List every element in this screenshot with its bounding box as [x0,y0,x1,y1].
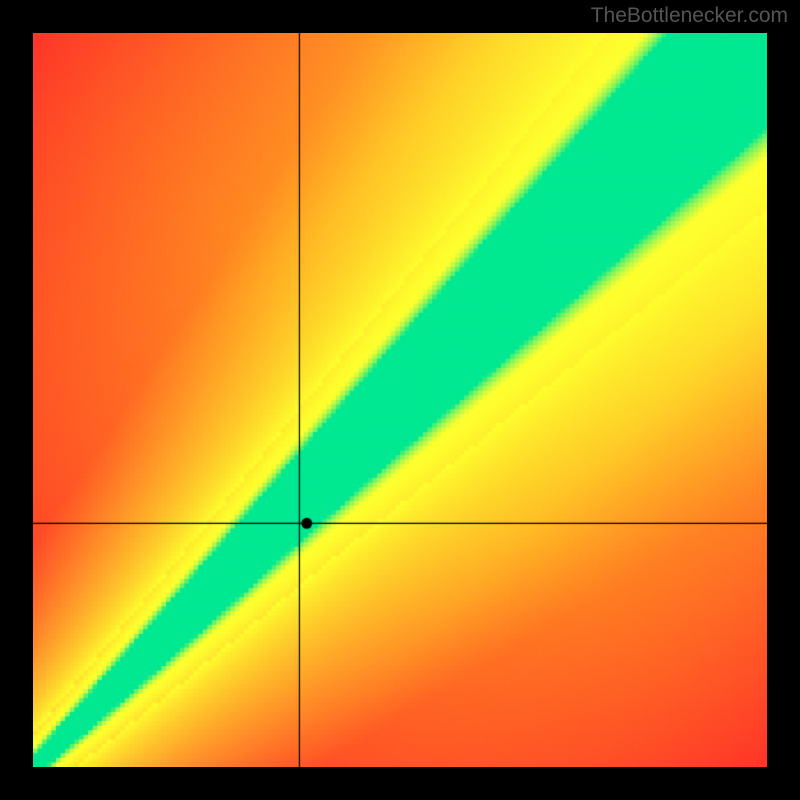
plot-area [33,33,767,767]
heatmap-canvas [33,33,767,767]
chart-container: TheBottlenecker.com [0,0,800,800]
watermark-text: TheBottlenecker.com [591,4,788,28]
